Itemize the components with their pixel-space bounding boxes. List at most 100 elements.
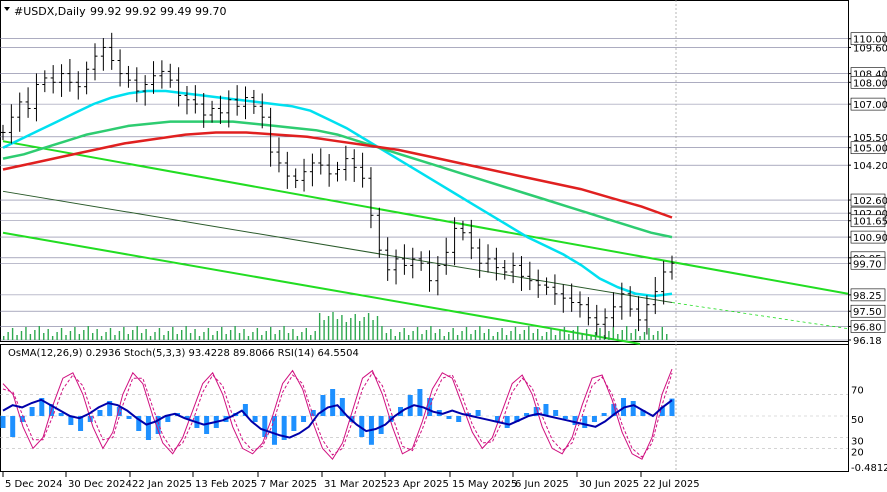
price-tick-label: 98.25	[853, 291, 882, 302]
volume-bar	[38, 326, 40, 340]
volume-bar	[29, 334, 32, 340]
volume-bar	[585, 329, 588, 340]
osma-bar	[494, 416, 500, 422]
osma-bar	[562, 416, 568, 419]
volume-bar	[261, 335, 263, 340]
volume-bar	[238, 333, 241, 340]
volume-bar	[310, 335, 312, 340]
volume-bar	[78, 334, 81, 340]
symbol-dropdown-icon[interactable]	[4, 7, 10, 11]
osma-bar	[611, 404, 617, 416]
volume-bar	[443, 336, 445, 340]
osma-bar	[339, 398, 345, 416]
osma-bar	[126, 416, 132, 419]
volume-bar	[83, 330, 85, 340]
volume-bar	[127, 334, 129, 340]
volume-bar	[47, 329, 49, 340]
volume-bar	[185, 326, 187, 340]
osma-bar	[97, 410, 103, 416]
volume-bar	[666, 334, 668, 340]
volume-bar	[390, 329, 392, 340]
osma-bar	[601, 413, 607, 416]
volume-bar	[283, 326, 285, 340]
osma-bar	[145, 416, 151, 440]
osma-bar	[58, 413, 64, 416]
volume-bar	[20, 331, 23, 340]
osma-bar	[320, 395, 326, 416]
volume-bar	[341, 315, 343, 340]
volume-bar	[194, 329, 196, 340]
volume-bar	[296, 336, 299, 340]
volume-bar	[657, 331, 659, 340]
volume-bar	[256, 328, 259, 340]
volume-bar	[189, 333, 192, 340]
volume-bar	[510, 331, 512, 340]
osma-bar	[262, 416, 268, 437]
volume-bar	[318, 313, 321, 340]
volume-bar	[599, 328, 601, 340]
price-tick-label: 104.20	[853, 161, 887, 172]
osma-bar	[204, 416, 210, 434]
osma-bar	[107, 401, 113, 416]
volume-bar	[252, 332, 254, 340]
volume-bar	[87, 326, 89, 340]
volume-bar	[496, 332, 499, 340]
volume-bar	[563, 327, 566, 340]
volume-bar	[345, 322, 348, 340]
volume-bar	[56, 332, 58, 340]
volume-bar	[559, 331, 561, 340]
trend-line-upper	[2, 140, 849, 295]
volume-bar	[572, 330, 574, 340]
osma-bar	[359, 416, 365, 437]
osma-bar	[543, 404, 549, 416]
volume-bar	[292, 329, 294, 340]
price-tick-label: 105.50	[853, 133, 887, 144]
volume-bar	[528, 326, 530, 340]
rsi-line	[2, 398, 673, 439]
volume-bar	[167, 331, 170, 340]
volume-bar	[643, 332, 646, 340]
price-tick-label: 96.18	[853, 336, 882, 347]
volume-bar	[639, 336, 641, 340]
volume-bar	[114, 335, 116, 340]
osma-bar	[301, 416, 307, 422]
volume-bar	[617, 334, 619, 340]
price-tick-label: 108.00	[853, 78, 887, 89]
oscillator-tick-label: 30	[851, 437, 864, 448]
volume-bar	[461, 331, 463, 340]
volume-bar	[336, 319, 339, 340]
volume-bar	[626, 326, 628, 340]
osma-bar	[116, 407, 122, 416]
volume-bar	[603, 335, 606, 340]
osma-bar	[165, 416, 171, 422]
volume-bar	[590, 336, 592, 340]
volume-bar	[474, 330, 477, 340]
volume-bar	[65, 335, 67, 340]
volume-bar	[425, 330, 428, 340]
volume-bar	[350, 318, 352, 340]
chart-symbol: #USDX,Daily	[14, 5, 86, 18]
volume-bar	[92, 333, 94, 340]
osma-bar	[524, 413, 530, 416]
volume-bar	[60, 328, 63, 340]
oscillator-tick-label: 20	[851, 447, 864, 458]
volume-bar	[140, 333, 143, 340]
osma-bar	[417, 389, 423, 416]
osma-bar	[533, 407, 539, 416]
volume-bar	[661, 327, 663, 340]
volume-bar	[109, 328, 112, 340]
volume-bar	[274, 334, 276, 340]
volume-bar	[577, 326, 579, 340]
volume-bar	[354, 314, 356, 340]
volume-bar	[634, 329, 637, 340]
osma-bar	[553, 410, 559, 416]
price-tick-label: 108.40	[853, 70, 887, 81]
oscillator-tick-label: -0.4812	[851, 463, 887, 474]
volume-bar	[163, 335, 165, 340]
volume-bar	[287, 333, 290, 340]
price-tick-label: 107.00	[853, 100, 887, 111]
volume-bar	[501, 328, 503, 340]
osma-bar	[29, 407, 35, 416]
volume-bar	[136, 326, 138, 340]
